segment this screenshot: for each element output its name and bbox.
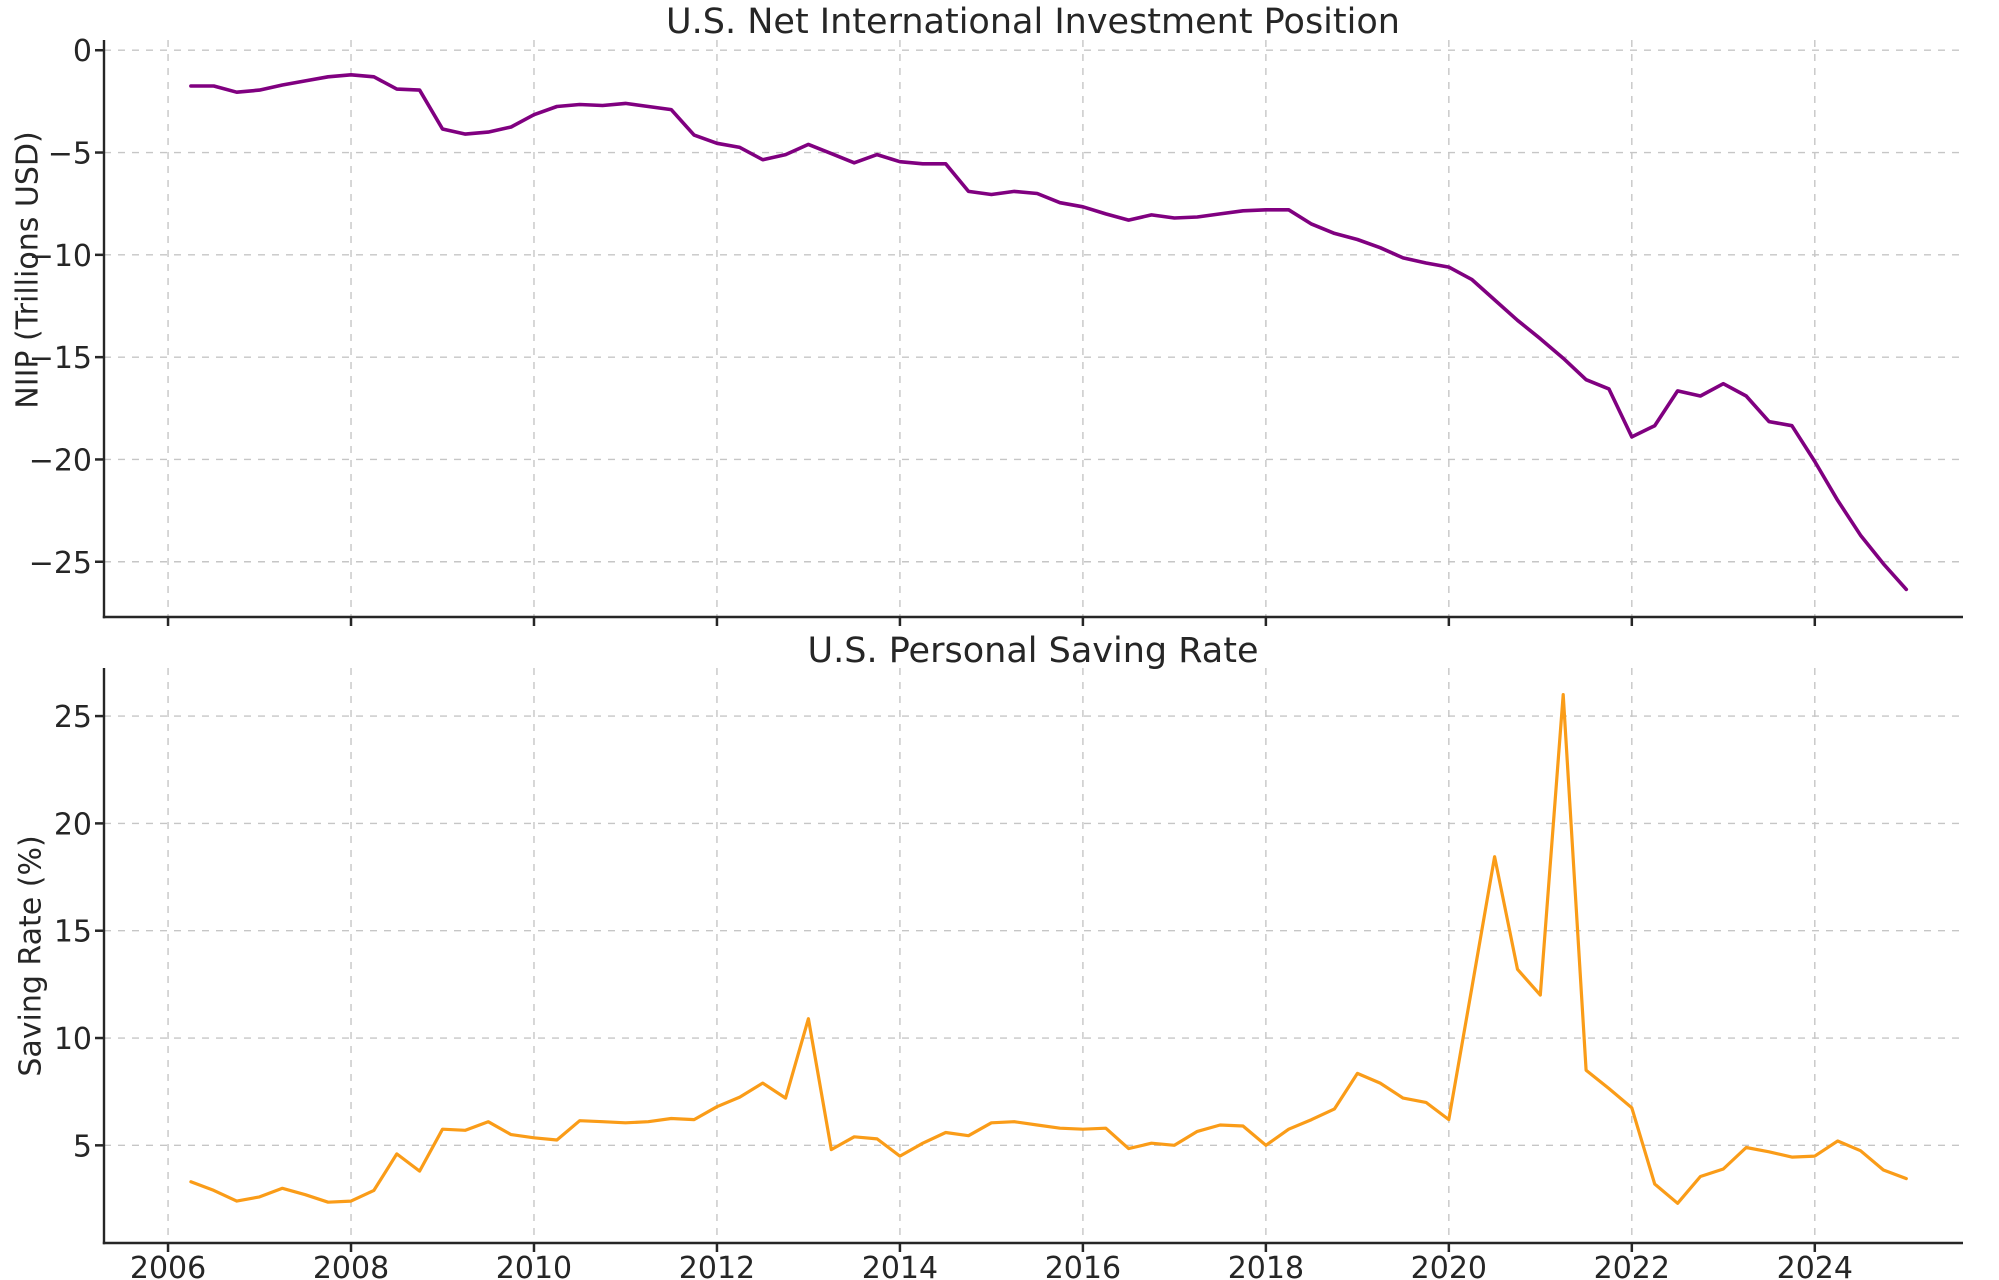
y-tick-label: −25 xyxy=(29,546,92,581)
x-tick-label: 2008 xyxy=(313,1251,389,1280)
chart-title-saving-rate: U.S. Personal Saving Rate xyxy=(807,631,1259,671)
saving-rate-line xyxy=(189,692,1908,1205)
y-tick-label: −20 xyxy=(29,443,92,478)
chart-title-niip: U.S. Net International Investment Positi… xyxy=(666,2,1400,42)
y-tick-label: −5 xyxy=(48,137,92,172)
x-tick-label: 2022 xyxy=(1594,1251,1670,1280)
x-tick-label: 2014 xyxy=(862,1251,938,1280)
y-tick-label: 20 xyxy=(54,807,92,842)
y-tick-label: −10 xyxy=(29,239,92,274)
x-tick-label: 2024 xyxy=(1777,1251,1853,1280)
x-tick-label: 2012 xyxy=(679,1251,755,1280)
x-tick-label: 2016 xyxy=(1045,1251,1121,1280)
y-tick-label: 10 xyxy=(54,1022,92,1057)
x-tick-label: 2006 xyxy=(130,1251,206,1280)
saving-rate-chart: 2006 2008 2010 2012 2014 2016 2018 2020 2022 2024… xyxy=(54,668,1963,1280)
y-tick-label: −15 xyxy=(29,341,92,376)
y-tick-label: 0 xyxy=(73,34,92,69)
niip-chart: 0 −5 −10 −15 −20 −25 xyxy=(29,34,1963,626)
x-tick-label: 2020 xyxy=(1411,1251,1487,1280)
y-tick-label: 15 xyxy=(54,915,92,950)
y-tick-label: 25 xyxy=(54,700,92,735)
x-tick-label: 2018 xyxy=(1228,1251,1304,1280)
y-tick-label: 5 xyxy=(73,1129,92,1164)
niip-line xyxy=(189,73,1909,592)
x-tick-label: 2010 xyxy=(496,1251,572,1280)
